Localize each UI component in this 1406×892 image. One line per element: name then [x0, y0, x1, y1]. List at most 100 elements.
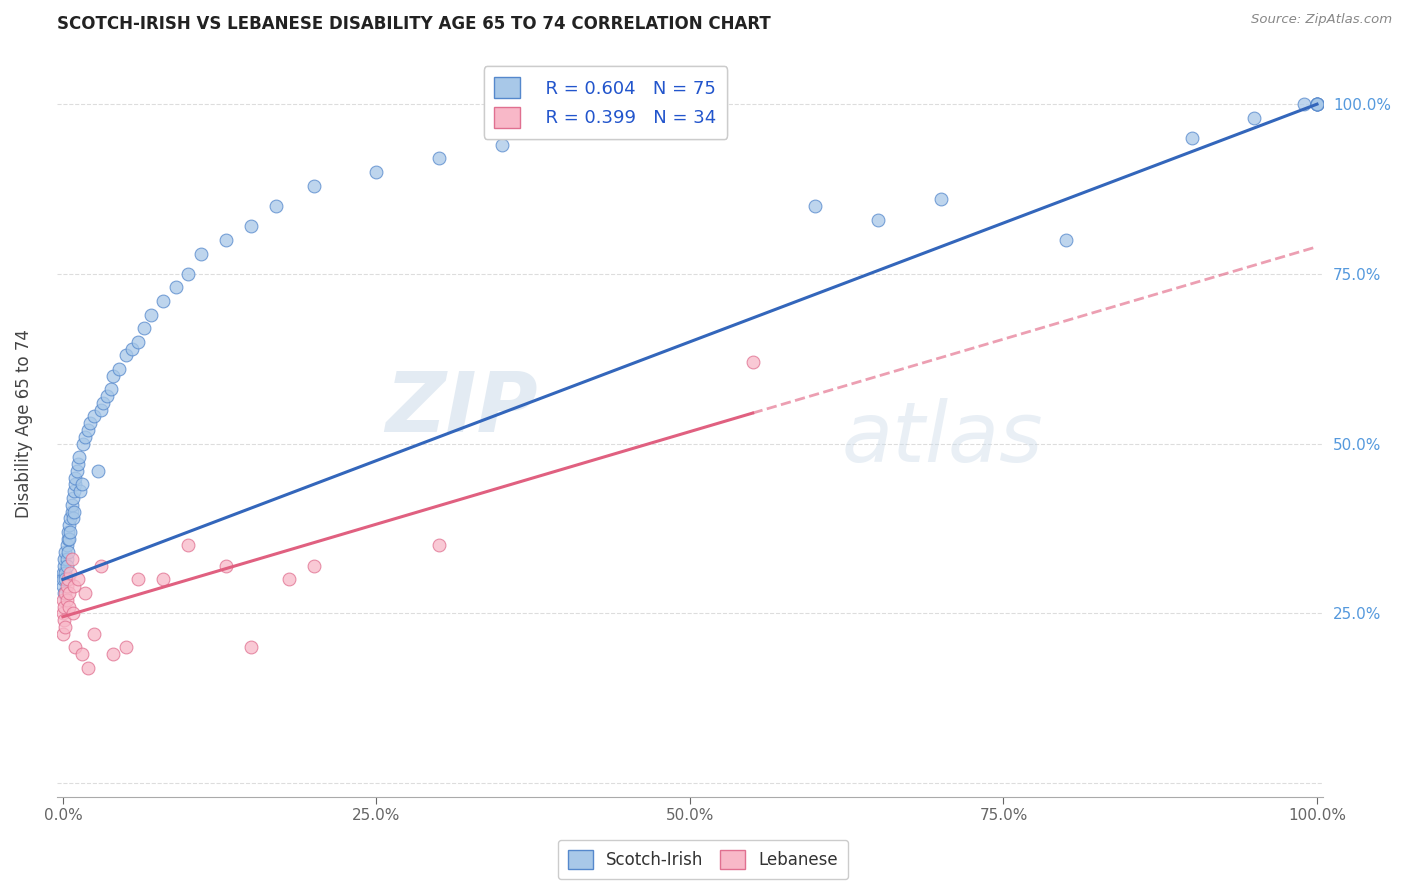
Point [101, 368, 124, 383]
Point [929, 192, 952, 206]
Point [79, 416, 101, 430]
Point [91, 396, 114, 410]
Point [70, 477, 93, 491]
Point [55, 573, 77, 587]
Point [63, 504, 86, 518]
Legend: Scotch-Irish, Lebanese: Scotch-Irish, Lebanese [558, 840, 848, 880]
Point [75, 430, 97, 444]
Point [1306, 97, 1329, 112]
Point [55, 620, 77, 634]
Text: Source: ZipAtlas.com: Source: ZipAtlas.com [1251, 13, 1392, 27]
Point [1306, 97, 1329, 112]
Point [77, 423, 100, 437]
Point [77, 661, 100, 675]
Point [277, 573, 299, 587]
Point [302, 178, 325, 193]
Point [69, 484, 91, 499]
Point [152, 573, 174, 587]
Point [240, 219, 263, 234]
Point [65, 640, 87, 655]
Point [108, 362, 131, 376]
Text: SCOTCH-IRISH VS LEBANESE DISABILITY AGE 65 TO 74 CORRELATION CHART: SCOTCH-IRISH VS LEBANESE DISABILITY AGE … [56, 15, 770, 33]
Legend:   R = 0.604   N = 75,   R = 0.399   N = 34: R = 0.604 N = 75, R = 0.399 N = 34 [484, 66, 727, 139]
Point [55, 539, 77, 553]
Point [66, 573, 89, 587]
Point [56, 545, 79, 559]
Point [1306, 97, 1329, 112]
Point [53, 586, 76, 600]
Point [190, 246, 212, 260]
Point [66, 457, 89, 471]
Point [56, 573, 79, 587]
Point [177, 267, 200, 281]
Point [55, 552, 77, 566]
Point [58, 586, 80, 600]
Point [59, 566, 82, 580]
Point [52, 566, 75, 580]
Point [134, 321, 156, 335]
Point [62, 511, 84, 525]
Point [741, 355, 763, 369]
Point [62, 607, 84, 621]
Point [55, 558, 77, 573]
Point [127, 334, 149, 349]
Point [1243, 111, 1265, 125]
Point [215, 558, 238, 573]
Point [868, 212, 890, 227]
Point [65, 470, 87, 484]
Point [101, 647, 124, 661]
Point [60, 498, 83, 512]
Point [1181, 131, 1204, 145]
Point [62, 491, 84, 505]
Point [60, 504, 83, 518]
Point [121, 342, 143, 356]
Point [96, 389, 118, 403]
Point [804, 199, 827, 213]
Point [59, 511, 82, 525]
Point [554, 124, 576, 138]
Point [139, 308, 162, 322]
Point [1306, 97, 1329, 112]
Point [52, 592, 75, 607]
Point [58, 518, 80, 533]
Point [100, 382, 122, 396]
Point [55, 545, 77, 559]
Point [66, 464, 89, 478]
Point [52, 573, 75, 587]
Point [1294, 97, 1316, 112]
Point [72, 436, 94, 450]
Text: atlas: atlas [842, 398, 1043, 479]
Point [616, 111, 638, 125]
Point [60, 552, 83, 566]
Point [59, 524, 82, 539]
Point [679, 103, 702, 118]
Y-axis label: Disability Age 65 to 74: Disability Age 65 to 74 [15, 329, 32, 517]
Point [83, 409, 105, 424]
Point [165, 280, 187, 294]
Point [427, 539, 450, 553]
Point [89, 402, 111, 417]
Point [53, 558, 76, 573]
Point [215, 233, 238, 247]
Point [67, 450, 90, 465]
Point [53, 599, 76, 614]
Point [127, 573, 149, 587]
Point [52, 626, 75, 640]
Point [366, 165, 388, 179]
Point [63, 484, 86, 499]
Point [52, 579, 75, 593]
Point [83, 626, 105, 640]
Point [55, 579, 77, 593]
Point [63, 579, 86, 593]
Point [240, 640, 263, 655]
Point [70, 647, 93, 661]
Point [56, 532, 79, 546]
Point [427, 152, 450, 166]
Point [264, 199, 287, 213]
Point [58, 599, 80, 614]
Point [56, 524, 79, 539]
Point [55, 586, 77, 600]
Text: ZIP: ZIP [385, 368, 538, 449]
Point [55, 566, 77, 580]
Point [152, 293, 174, 308]
